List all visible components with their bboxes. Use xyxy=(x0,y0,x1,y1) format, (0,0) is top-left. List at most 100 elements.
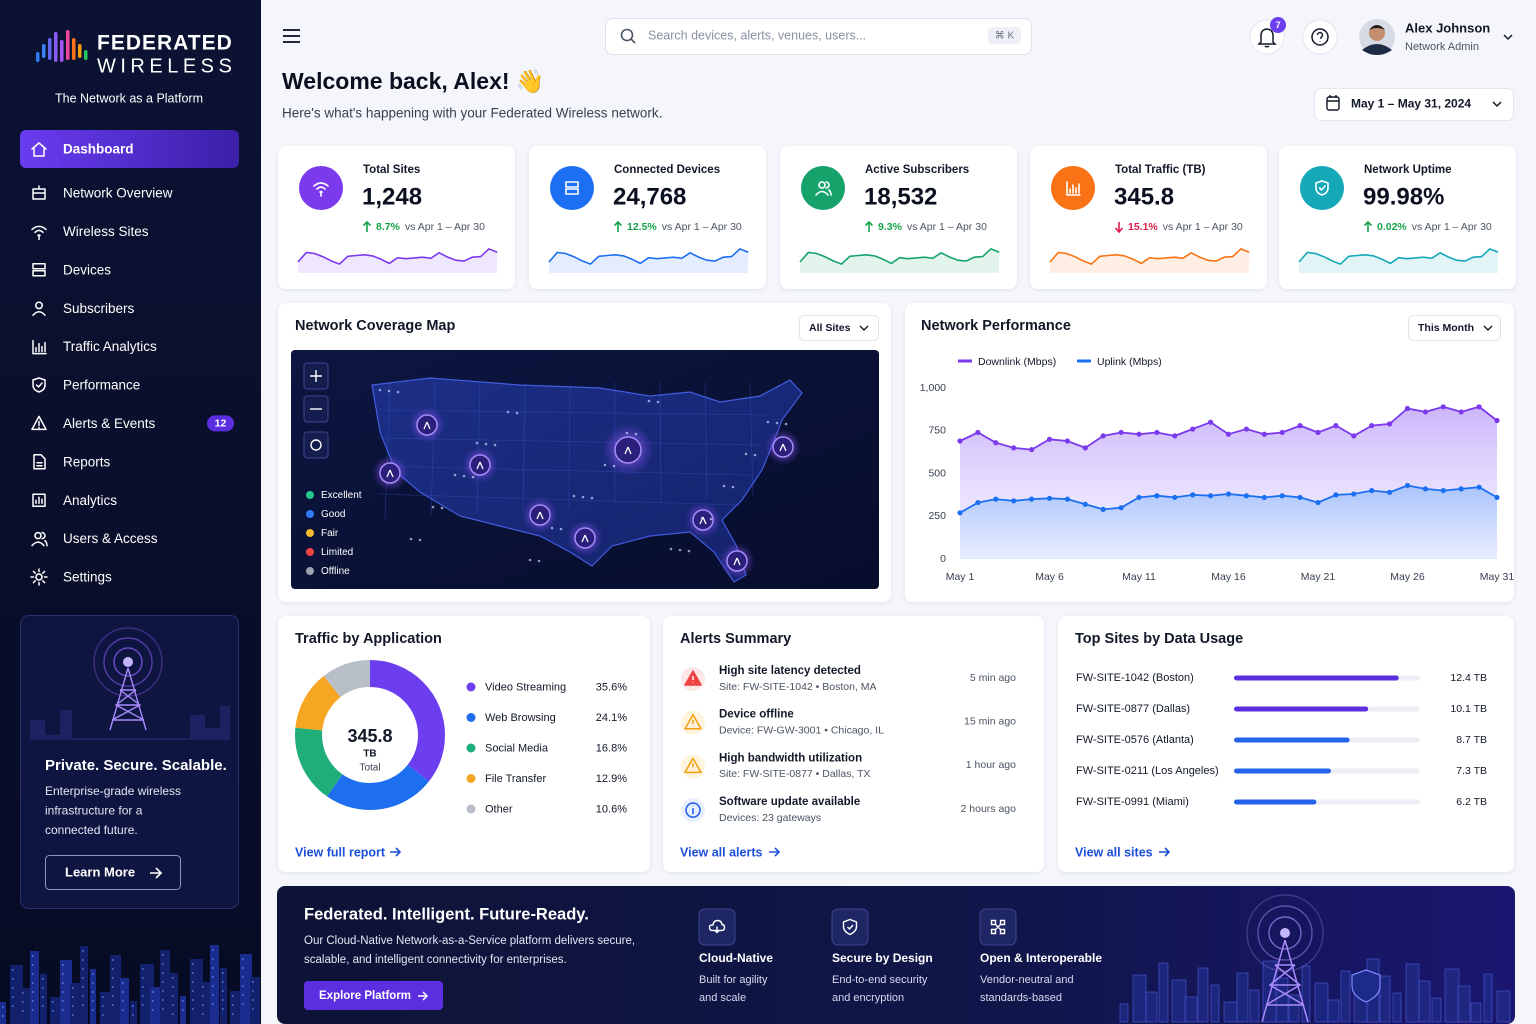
bar xyxy=(1234,675,1399,681)
period-filter[interactable] xyxy=(1408,315,1501,341)
site-node[interactable] xyxy=(416,414,438,436)
nav-item[interactable]: Devices xyxy=(32,262,111,277)
feature-title: Secure by Design xyxy=(832,951,933,965)
nav-label[interactable]: Performance xyxy=(63,378,140,393)
banner-line: Our Cloud-Native Network-as-a-Service pl… xyxy=(304,935,635,947)
nav-label[interactable]: Devices xyxy=(63,262,111,277)
data-point xyxy=(1046,495,1053,501)
explore-label[interactable]: Explore Platform xyxy=(319,990,411,1002)
card-title: Top Sites by Data Usage xyxy=(1075,631,1243,647)
city-dot xyxy=(722,484,726,488)
data-point xyxy=(1208,493,1214,499)
nav-label[interactable]: Settings xyxy=(63,570,112,585)
site-filter[interactable] xyxy=(799,315,879,341)
data-point xyxy=(1387,421,1393,427)
view-sites-link[interactable]: View all sites xyxy=(1075,845,1153,859)
window-light xyxy=(52,1001,54,1003)
card-title: Network Performance xyxy=(921,318,1071,334)
nav-item[interactable]: Dashboard xyxy=(20,130,239,168)
alert-detail: Site: FW-SITE-0877 • Dallas, TX xyxy=(719,768,871,780)
alert-row[interactable]: High bandwidth utilization Site: FW-SITE-… xyxy=(681,752,1016,780)
site-icon xyxy=(536,511,544,520)
alert-row[interactable]: Device offline Device: FW-GW-3001 • Chica… xyxy=(681,709,1016,737)
city-dot xyxy=(634,432,638,436)
nav-label[interactable]: Alerts & Events xyxy=(63,416,156,431)
learn-more-label[interactable]: Learn More xyxy=(65,864,135,879)
search-box[interactable] xyxy=(605,18,1032,55)
window-light xyxy=(172,977,174,979)
window-light xyxy=(192,972,194,974)
nav-icon xyxy=(31,142,47,157)
nav-label[interactable]: Reports xyxy=(63,454,111,469)
site-node[interactable] xyxy=(469,454,491,476)
search-placeholder: Search devices, alerts, venues, users... xyxy=(648,28,866,42)
city-dot xyxy=(590,496,594,500)
user-menu-chevron[interactable] xyxy=(1503,34,1513,41)
nav-label[interactable]: Subscribers xyxy=(63,301,135,316)
view-report-link[interactable]: View full report xyxy=(295,845,386,859)
city-dot xyxy=(678,548,682,552)
data-point xyxy=(1494,417,1500,424)
explore-button[interactable] xyxy=(304,981,443,1010)
nav-item[interactable]: Users & Access xyxy=(31,531,158,547)
learn-more-button[interactable] xyxy=(45,855,181,890)
donut-unit: TB xyxy=(363,749,376,760)
window-light xyxy=(12,1005,14,1007)
site-node[interactable] xyxy=(379,462,401,484)
nav-item[interactable]: Analytics xyxy=(32,493,117,508)
site-icon xyxy=(733,557,741,566)
site-filter-label[interactable]: All Sites xyxy=(809,322,851,334)
help-button[interactable] xyxy=(1302,19,1338,55)
alert-row[interactable]: Software update available Devices: 23 gat… xyxy=(681,796,1016,824)
legend-dot xyxy=(306,510,314,518)
alert-row[interactable]: High site latency detected Site: FW-SITE-… xyxy=(681,665,1016,693)
nav-item[interactable]: Settings xyxy=(30,568,112,586)
nav-badge-count: 12 xyxy=(215,418,227,430)
data-point xyxy=(1064,438,1070,444)
nav-item[interactable]: Alerts & Events 12 xyxy=(31,415,234,432)
sparkline-fill xyxy=(549,248,749,273)
site-node[interactable] xyxy=(574,527,596,549)
data-point xyxy=(1404,482,1411,489)
logo-bar xyxy=(60,40,64,62)
site-node[interactable] xyxy=(726,550,748,572)
view-alerts-link[interactable]: View all alerts xyxy=(680,845,763,859)
nav-item[interactable]: Wireless Sites xyxy=(31,224,149,241)
site-node[interactable] xyxy=(614,436,642,464)
card-title: Traffic by Application xyxy=(295,631,442,647)
window-light xyxy=(162,963,164,965)
nav-item[interactable]: Network Overview xyxy=(32,185,173,201)
help-icon xyxy=(1316,31,1324,42)
nav-label[interactable]: Users & Access xyxy=(63,531,158,546)
site-name: FW-SITE-0991 (Miami) xyxy=(1076,796,1189,808)
period-filter-label[interactable]: This Month xyxy=(1418,322,1474,334)
site-node[interactable] xyxy=(692,509,714,531)
nav-item[interactable]: Subscribers xyxy=(32,301,135,316)
x-tick-label: May 6 xyxy=(1035,571,1064,583)
state-line xyxy=(522,381,526,512)
nav-label[interactable]: Analytics xyxy=(63,493,117,508)
window-light xyxy=(82,968,84,970)
nav-label[interactable]: Traffic Analytics xyxy=(63,339,157,354)
window-light xyxy=(142,995,144,997)
nav-item[interactable]: Traffic Analytics xyxy=(32,339,157,355)
nav-label[interactable]: Dashboard xyxy=(63,142,134,157)
date-picker[interactable] xyxy=(1314,88,1514,121)
nav-item[interactable]: Reports xyxy=(33,454,111,470)
data-point xyxy=(1440,404,1446,410)
bar xyxy=(1234,706,1369,712)
locate-button[interactable] xyxy=(303,431,329,459)
nav-label[interactable]: Network Overview xyxy=(63,186,173,201)
data-point xyxy=(1225,431,1232,437)
site-name: FW-SITE-0211 (Los Angeles) xyxy=(1076,765,1219,777)
alert-time: 1 hour ago xyxy=(966,759,1016,771)
site-node[interactable] xyxy=(772,436,794,458)
menu-button[interactable] xyxy=(283,29,300,43)
window-light xyxy=(252,999,254,1001)
data-point xyxy=(1029,446,1035,453)
nav-item[interactable]: Performance xyxy=(32,377,140,393)
site-node[interactable] xyxy=(529,504,551,526)
state-line xyxy=(659,381,662,503)
nav-label[interactable]: Wireless Sites xyxy=(63,224,149,239)
window-light xyxy=(92,1009,94,1011)
